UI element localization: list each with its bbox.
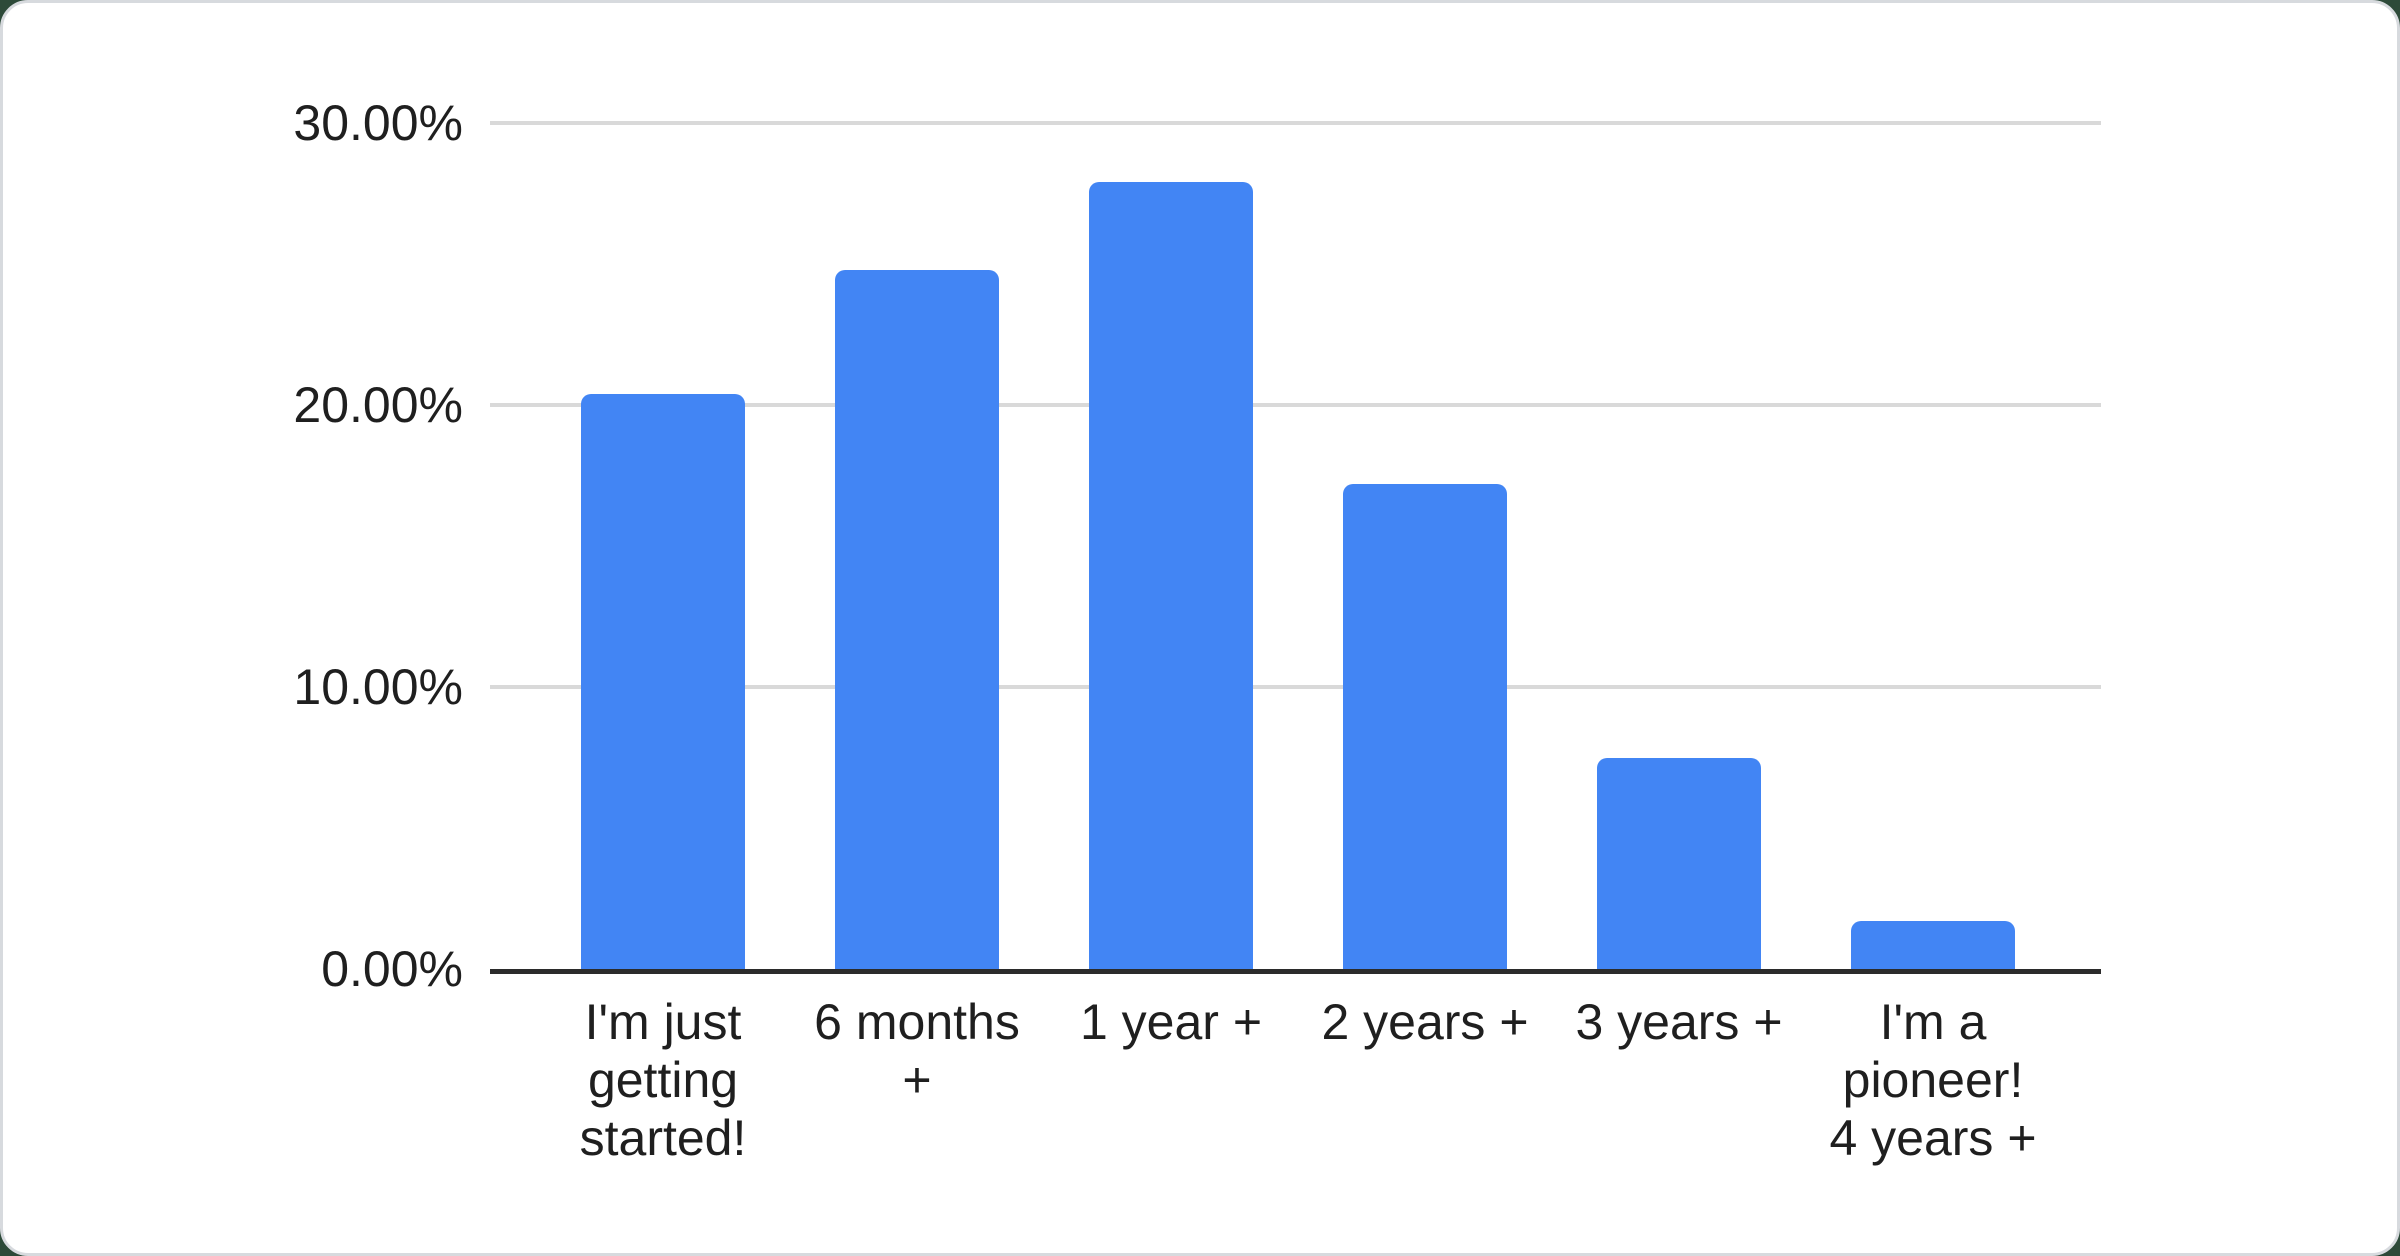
x-category-label-line: pioneer! <box>1842 1052 2024 1108</box>
x-category-label-line: + <box>902 1052 932 1108</box>
x-category-label-line: 6 months <box>814 994 1020 1050</box>
x-category-label: 3 years + <box>1499 993 1859 1051</box>
x-category-label: 6 months + <box>737 993 1097 1109</box>
x-category-label: 1 year + <box>991 993 1351 1051</box>
x-category-label-line: 1 year + <box>1079 994 1263 1050</box>
bar-4[interactable] <box>1343 483 1507 969</box>
y-axis-tick-label: 20.00% <box>293 377 463 433</box>
bar-6[interactable] <box>1851 921 2015 969</box>
x-category-label-line: 2 years + <box>1321 994 1529 1050</box>
y-axis-tick-label: 10.00% <box>293 659 463 715</box>
bar-1[interactable] <box>581 393 745 969</box>
x-category-label-line: getting <box>587 1052 739 1108</box>
bar-5[interactable] <box>1597 757 1761 969</box>
y-axis-tick-label: 30.00% <box>293 95 463 151</box>
x-category-label: I'm just getting started! <box>483 993 843 1167</box>
x-category-label-line: 4 years + <box>1829 1110 2037 1166</box>
x-axis-line <box>490 969 2101 974</box>
y-gridline <box>490 121 2101 125</box>
y-axis-tick-label: 0.00% <box>321 941 463 997</box>
x-category-label-line: I'm just <box>584 994 742 1050</box>
bar-chart: 0.00% 10.00% 20.00% 30.00% I'm just getting st… <box>3 3 2397 1253</box>
x-category-label: I'm a pioneer! 4 years + <box>1753 993 2113 1167</box>
x-category-label: 2 years + <box>1245 993 1605 1051</box>
y-gridline <box>490 685 2101 689</box>
bar-3[interactable] <box>1089 182 1253 969</box>
bar-2[interactable] <box>835 269 999 969</box>
x-category-label-line: 3 years + <box>1575 994 1783 1050</box>
x-category-label-line: I'm a <box>1879 994 1987 1050</box>
y-gridline <box>490 403 2101 407</box>
x-category-label-line: started! <box>579 1110 747 1166</box>
